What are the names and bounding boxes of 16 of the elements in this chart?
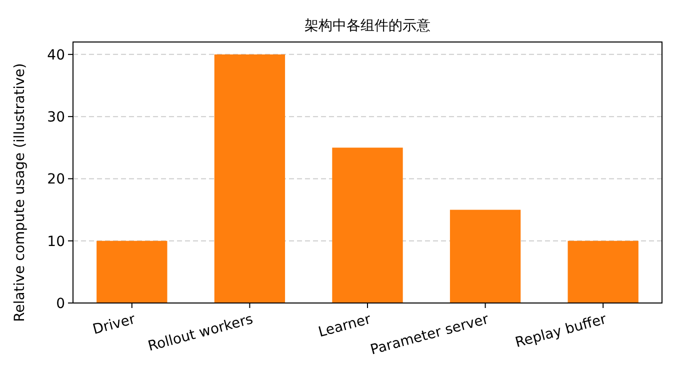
x-tick-label: Rollout workers — [146, 311, 255, 355]
bar — [332, 148, 403, 303]
bar — [96, 240, 168, 303]
bar — [450, 210, 521, 303]
x-tick-label: Driver — [91, 311, 138, 338]
y-axis-title: Relative compute usage (illustrative) — [12, 63, 28, 322]
chart-title: 架构中各组件的示意 — [304, 18, 430, 34]
y-tick-label: 40 — [47, 47, 65, 64]
y-tick-label: 10 — [47, 234, 65, 250]
y-tick-label: 20 — [47, 172, 65, 188]
x-tick-label: Replay buffer — [514, 311, 608, 352]
y-tick-label: 30 — [47, 110, 65, 126]
x-tick-label: Learner — [316, 311, 373, 341]
y-tick-label: 0 — [56, 296, 65, 312]
bar — [568, 240, 638, 303]
bar — [214, 54, 286, 303]
